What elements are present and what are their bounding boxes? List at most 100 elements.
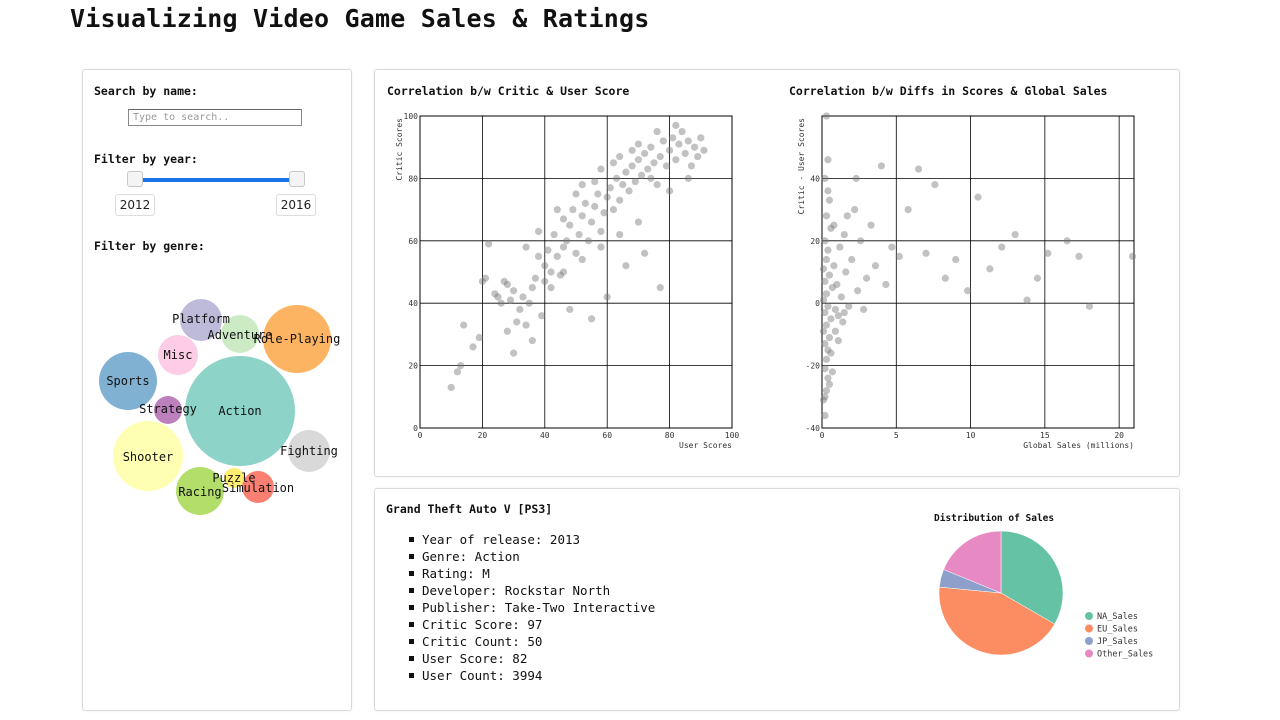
scatter-point[interactable]: [830, 221, 838, 229]
scatter-point[interactable]: [952, 255, 960, 264]
scatter-point[interactable]: [837, 293, 845, 301]
scatter-point[interactable]: [653, 181, 661, 189]
scatter-point[interactable]: [581, 199, 589, 207]
scatter-point[interactable]: [510, 287, 518, 295]
scatter-point[interactable]: [895, 252, 903, 260]
scatter-point[interactable]: [591, 202, 599, 211]
scatter-point[interactable]: [641, 249, 649, 257]
scatter-point[interactable]: [836, 243, 844, 251]
scatter-point[interactable]: [500, 277, 508, 285]
scatter-point[interactable]: [666, 187, 674, 195]
scatter-point[interactable]: [597, 227, 605, 236]
genre-bubble-sports[interactable]: [99, 352, 157, 410]
genre-bubble-role-playing[interactable]: [263, 305, 331, 373]
scatter-point[interactable]: [631, 177, 639, 186]
scatter-point[interactable]: [1063, 237, 1071, 245]
search-input[interactable]: [128, 109, 302, 126]
scatter-point[interactable]: [572, 249, 580, 257]
genre-bubble-fighting[interactable]: [288, 430, 330, 472]
scatter-point[interactable]: [825, 333, 834, 342]
scatter-point[interactable]: [825, 380, 834, 388]
scatter-point[interactable]: [828, 368, 836, 376]
scatter-point[interactable]: [647, 143, 655, 151]
scatter-point[interactable]: [681, 149, 689, 158]
scatter-point[interactable]: [694, 152, 702, 161]
scatter-point[interactable]: [653, 128, 661, 136]
genre-bubble-puzzle[interactable]: [224, 468, 244, 488]
scatter-point[interactable]: [460, 321, 468, 329]
scatter-point[interactable]: [513, 318, 521, 326]
scatter-point[interactable]: [606, 184, 614, 192]
scatter-point[interactable]: [641, 149, 649, 158]
scatter-point[interactable]: [563, 237, 571, 245]
scatter-point[interactable]: [616, 230, 624, 239]
scatter-point[interactable]: [456, 362, 465, 370]
scatter-point[interactable]: [588, 218, 596, 226]
scatter-point[interactable]: [675, 140, 683, 148]
scatter-point[interactable]: [669, 134, 677, 142]
scatter-point[interactable]: [578, 212, 586, 220]
genre-bubble-misc[interactable]: [158, 335, 198, 375]
scatter-point[interactable]: [974, 193, 982, 201]
scatter-point[interactable]: [851, 206, 859, 214]
scatter-point[interactable]: [453, 368, 462, 376]
scatter-point[interactable]: [1085, 302, 1094, 310]
scatter-point[interactable]: [821, 411, 829, 420]
scatter-point[interactable]: [510, 349, 518, 357]
genre-bubble-racing[interactable]: [176, 467, 224, 515]
scatter-point[interactable]: [848, 255, 856, 264]
scatter-point[interactable]: [821, 308, 829, 317]
scatter-point[interactable]: [822, 112, 831, 120]
scatter-point[interactable]: [825, 271, 834, 279]
scatter-point[interactable]: [556, 271, 564, 279]
scatter-point[interactable]: [700, 146, 708, 154]
scatter-point[interactable]: [825, 196, 834, 204]
scatter-point[interactable]: [672, 121, 680, 129]
scatter-point[interactable]: [986, 265, 994, 273]
scatter-point[interactable]: [656, 284, 664, 292]
scatter-point[interactable]: [697, 134, 705, 142]
scatter-point[interactable]: [827, 224, 835, 232]
scatter-point[interactable]: [690, 143, 699, 151]
scatter-point[interactable]: [662, 162, 671, 170]
scatter-point[interactable]: [575, 230, 583, 239]
scatter-point[interactable]: [862, 274, 871, 282]
scatter-point[interactable]: [821, 174, 829, 182]
scatter-point[interactable]: [506, 296, 515, 304]
scatter-point[interactable]: [538, 312, 546, 320]
scatter-point[interactable]: [603, 193, 611, 201]
scatter-point[interactable]: [830, 262, 838, 270]
scatter-point[interactable]: [852, 174, 860, 182]
scatter-point[interactable]: [687, 162, 696, 170]
scatter-point[interactable]: [625, 187, 633, 195]
genre-bubble-adventure[interactable]: [221, 315, 259, 353]
scatter-point[interactable]: [821, 365, 829, 373]
scatter-point[interactable]: [824, 302, 832, 310]
pie-slice-eu_sales[interactable]: [938, 586, 1056, 656]
scatter-point[interactable]: [559, 243, 568, 251]
scatter-point[interactable]: [1128, 252, 1137, 260]
scatter-point[interactable]: [572, 190, 580, 198]
genre-bubble-strategy[interactable]: [154, 396, 182, 424]
scatter-point[interactable]: [616, 196, 624, 204]
scatter-point[interactable]: [1044, 249, 1052, 257]
scatter-point[interactable]: [522, 243, 530, 251]
pie-slice-na_sales[interactable]: [1000, 530, 1064, 625]
scatter-point[interactable]: [824, 374, 832, 382]
scatter-point[interactable]: [914, 165, 923, 173]
genre-bubble-action[interactable]: [185, 356, 295, 466]
scatter-point[interactable]: [824, 346, 832, 354]
scatter-point[interactable]: [541, 277, 549, 285]
scatter-point[interactable]: [882, 280, 890, 289]
scatter-point[interactable]: [478, 277, 486, 285]
genre-bubble-shooter[interactable]: [113, 421, 183, 491]
scatter-point[interactable]: [525, 299, 533, 307]
scatter-point[interactable]: [503, 280, 511, 289]
scatter-point[interactable]: [842, 268, 850, 276]
scatter-point[interactable]: [824, 156, 832, 164]
scatter-point[interactable]: [553, 252, 561, 260]
scatter-point[interactable]: [941, 274, 949, 282]
scatter-point[interactable]: [597, 165, 605, 173]
scatter-point[interactable]: [600, 209, 608, 217]
year-range-slider-track[interactable]: [133, 178, 299, 182]
